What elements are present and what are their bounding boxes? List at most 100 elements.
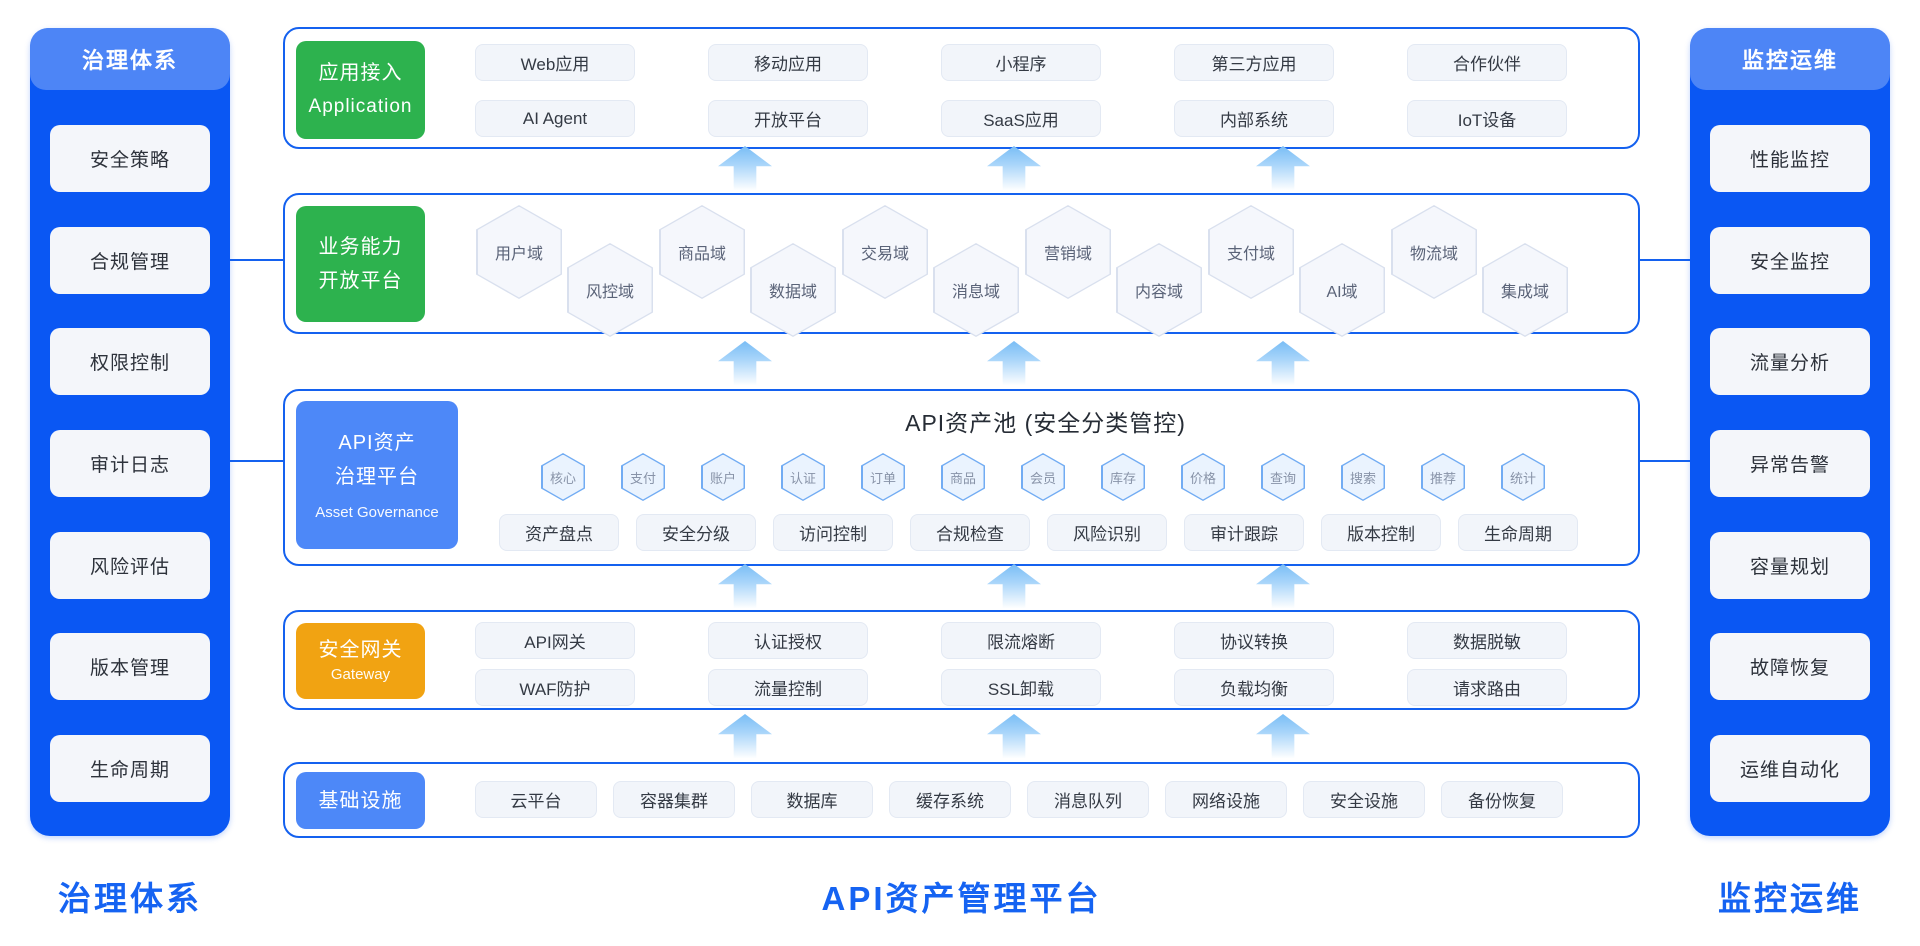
sidebar-item-risk-assessment: 风险评估 bbox=[50, 531, 210, 599]
domain-hexagon: 物流域 bbox=[1391, 205, 1477, 299]
domain-label: 商品域 bbox=[677, 246, 726, 263]
gateway-item: 限流熔断 bbox=[941, 622, 1101, 659]
application-item: 小程序 bbox=[941, 44, 1101, 81]
asset-tag-hexagon: 查询 bbox=[1261, 453, 1305, 501]
connector-line bbox=[230, 259, 283, 261]
capability-item: 安全分级 bbox=[636, 514, 756, 551]
application-badge-en: Application bbox=[308, 96, 413, 117]
infra-item: 网络设施 bbox=[1165, 781, 1287, 818]
governance-sidebar-items: 安全策略 合规管理 权限控制 审计日志 风险评估 版本管理 生命周期 bbox=[50, 125, 210, 802]
asset-badge-line2: 治理平台 bbox=[335, 466, 419, 488]
domain-label: 集成域 bbox=[1500, 284, 1549, 301]
up-arrow-icon bbox=[1256, 146, 1310, 190]
application-item: 第三方应用 bbox=[1174, 44, 1334, 81]
gateway-items-grid: API网关 认证授权 限流熔断 协议转换 数据脱敏 WAF防护 流量控制 SSL… bbox=[475, 622, 1567, 706]
connector-line bbox=[1640, 259, 1690, 261]
infra-item: 安全设施 bbox=[1303, 781, 1425, 818]
domain-hexagon: 数据域 bbox=[750, 243, 836, 337]
sidebar-item-performance-monitor: 性能监控 bbox=[1710, 125, 1870, 192]
domain-hexagon: 集成域 bbox=[1482, 243, 1568, 337]
infrastructure-items: 云平台 容器集群 数据库 缓存系统 消息队列 网络设施 安全设施 备份恢复 bbox=[475, 781, 1563, 818]
asset-tag-label: 核心 bbox=[549, 470, 576, 486]
domain-hexagon: 交易域 bbox=[842, 205, 928, 299]
up-arrow-icon bbox=[987, 564, 1041, 608]
governance-sidebar-header: 治理体系 bbox=[30, 28, 230, 90]
sidebar-item-capacity-planning: 容量规划 bbox=[1710, 531, 1870, 599]
capability-item: 风险识别 bbox=[1047, 514, 1167, 551]
domain-label: 交易域 bbox=[860, 246, 909, 263]
asset-tag-label: 库存 bbox=[1109, 470, 1136, 486]
asset-pool-title: API资产池 (安全分类管控) bbox=[905, 410, 1186, 436]
application-badge-cn: 应用接入 bbox=[318, 62, 403, 84]
asset-tag-label: 会员 bbox=[1029, 470, 1056, 486]
connector-line bbox=[1640, 460, 1690, 462]
capability-item: 版本控制 bbox=[1321, 514, 1441, 551]
domain-hexagon: 风控域 bbox=[567, 243, 653, 337]
up-arrow-icon bbox=[718, 341, 772, 385]
sidebar-item-lifecycle: 生命周期 bbox=[50, 734, 210, 802]
asset-tag-label: 商品 bbox=[949, 470, 976, 486]
sidebar-item-security-policy: 安全策略 bbox=[50, 125, 210, 192]
gateway-item: API网关 bbox=[475, 622, 635, 659]
sidebar-item-ops-automation: 运维自动化 bbox=[1710, 734, 1870, 802]
capability-item: 审计跟踪 bbox=[1184, 514, 1304, 551]
sidebar-item-version-mgmt: 版本管理 bbox=[50, 633, 210, 701]
infrastructure-badge-label: 基础设施 bbox=[318, 789, 403, 812]
application-item: IoT设备 bbox=[1407, 100, 1567, 137]
domain-label: 内容域 bbox=[1134, 284, 1183, 301]
monitoring-sidebar-items: 性能监控 安全监控 流量分析 异常告警 容量规划 故障恢复 运维自动化 bbox=[1710, 125, 1870, 802]
sidebar-item-anomaly-alert: 异常告警 bbox=[1710, 429, 1870, 497]
capability-item: 生命周期 bbox=[1458, 514, 1578, 551]
up-arrow-icon bbox=[987, 146, 1041, 190]
business-badge-line1: 业务能力 bbox=[318, 236, 403, 258]
gateway-badge-en: Gateway bbox=[330, 666, 391, 683]
up-arrow-icon bbox=[718, 146, 772, 190]
asset-tag-label: 支付 bbox=[629, 470, 656, 486]
gateway-item: 请求路由 bbox=[1407, 669, 1567, 706]
asset-tag-hexagon: 会员 bbox=[1021, 453, 1065, 501]
domain-hexagon: 用户域 bbox=[476, 205, 562, 299]
domain-label: 消息域 bbox=[951, 284, 1000, 301]
application-item: SaaS应用 bbox=[941, 100, 1101, 137]
infra-item: 数据库 bbox=[751, 781, 873, 818]
connector-line bbox=[230, 460, 283, 462]
infra-item: 容器集群 bbox=[613, 781, 735, 818]
asset-tag-label: 查询 bbox=[1269, 470, 1296, 486]
domain-label: 营销域 bbox=[1043, 246, 1092, 263]
asset-tag-hexagon: 核心 bbox=[541, 453, 585, 501]
asset-tag-label: 推荐 bbox=[1429, 470, 1456, 486]
domain-label: 物流域 bbox=[1409, 246, 1458, 263]
asset-tag-label: 统计 bbox=[1509, 470, 1536, 486]
asset-tag-label: 认证 bbox=[789, 470, 816, 486]
sidebar-item-traffic-analysis: 流量分析 bbox=[1710, 328, 1870, 396]
business-layer-badge: 业务能力 开放平台 bbox=[296, 206, 425, 322]
infra-item: 缓存系统 bbox=[889, 781, 1011, 818]
gateway-item: WAF防护 bbox=[475, 669, 635, 706]
sidebar-item-audit-log: 审计日志 bbox=[50, 429, 210, 497]
security-gateway-layer: 安全网关 Gateway API网关 认证授权 限流熔断 协议转换 数据脱敏 W… bbox=[283, 610, 1640, 710]
asset-governance-badge: API资产 治理平台 Asset Governance bbox=[296, 401, 458, 549]
asset-badge-en: Asset Governance bbox=[315, 504, 439, 521]
up-arrow-icon bbox=[987, 341, 1041, 385]
application-item: Web应用 bbox=[475, 44, 635, 81]
business-badge-line2: 开放平台 bbox=[318, 270, 403, 292]
application-item: 开放平台 bbox=[708, 100, 868, 137]
application-items-grid: Web应用 移动应用 小程序 第三方应用 合作伙伴 AI Agent 开放平台 … bbox=[475, 44, 1567, 137]
domain-hexagon: 商品域 bbox=[659, 205, 745, 299]
capability-item: 资产盘点 bbox=[499, 514, 619, 551]
gateway-item: 负载均衡 bbox=[1174, 669, 1334, 706]
governance-footer-label: 治理体系 bbox=[58, 880, 202, 917]
up-arrow-icon bbox=[1256, 564, 1310, 608]
asset-tag-label: 账户 bbox=[709, 470, 736, 486]
asset-tag-list: 核心 支付 账户 认证 订单 商品 会员 库存 价格 查询 搜索 推荐 统计 bbox=[541, 453, 1545, 501]
platform-footer-label: API资产管理平台 bbox=[821, 880, 1102, 917]
gateway-item: SSL卸载 bbox=[941, 669, 1101, 706]
governance-sidebar: 治理体系 安全策略 合规管理 权限控制 审计日志 风险评估 版本管理 生命周期 bbox=[30, 28, 230, 836]
capability-item: 访问控制 bbox=[773, 514, 893, 551]
domain-label: 数据域 bbox=[768, 284, 817, 301]
sidebar-item-permission-control: 权限控制 bbox=[50, 328, 210, 396]
up-arrow-icon bbox=[1256, 341, 1310, 385]
up-arrow-icon bbox=[987, 714, 1041, 758]
application-item: 移动应用 bbox=[708, 44, 868, 81]
